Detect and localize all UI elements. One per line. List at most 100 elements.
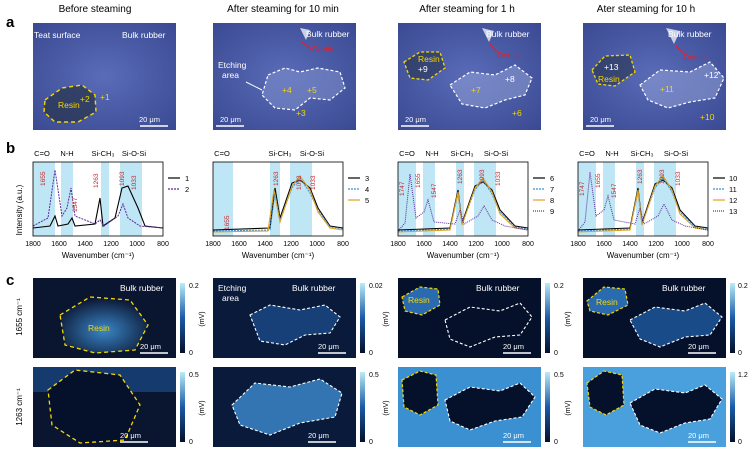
peak-1655: 1655 bbox=[224, 215, 231, 230]
band-nh: N-H bbox=[605, 149, 618, 158]
x-tick: 1200 bbox=[648, 241, 664, 248]
map-1655-col2: Bulk rubber Etching area 20 μm bbox=[213, 278, 356, 358]
bulk-rubber-label: Bulk rubber bbox=[486, 29, 530, 39]
x-tick: 1600 bbox=[231, 241, 247, 248]
legend-item: 10 bbox=[729, 174, 737, 183]
etching-label: Etching bbox=[218, 283, 247, 293]
band-co: C=O bbox=[34, 149, 50, 158]
legend-item: 1 bbox=[185, 174, 189, 183]
band-sich3: Si-CH₃ bbox=[91, 149, 114, 158]
marker-13: +13 bbox=[604, 62, 619, 72]
marker-8: +8 bbox=[505, 74, 515, 84]
x-tick: 800 bbox=[337, 241, 349, 248]
x-tick: 1200 bbox=[283, 241, 299, 248]
etching-boundary bbox=[639, 61, 725, 109]
colorbar-unit: (mV) bbox=[383, 311, 390, 326]
peak-1093: 1093 bbox=[296, 175, 303, 190]
x-tick: 1400 bbox=[622, 241, 638, 248]
row-label-1263: 1263 cm⁻¹ bbox=[15, 388, 24, 426]
x-tick: 800 bbox=[157, 241, 169, 248]
bulk-rubber-label: Bulk rubber bbox=[292, 283, 336, 293]
peak-1033: 1033 bbox=[675, 171, 682, 186]
colorbar-min: 0 bbox=[554, 350, 558, 357]
x-tick: 1800 bbox=[25, 241, 41, 248]
scale-label: 20 μm bbox=[120, 431, 141, 440]
colorbar-max: 0.2 bbox=[189, 283, 199, 290]
colorbar-1263-4: 1.20 bbox=[730, 372, 748, 446]
x-tick: 1000 bbox=[494, 241, 510, 248]
x-axis-label: Wavenumber (cm⁻¹) bbox=[427, 251, 500, 260]
peak-1093: 1093 bbox=[119, 171, 126, 186]
scale-label: 20 μm bbox=[503, 342, 524, 351]
map-1263-col4: 20 μm bbox=[583, 367, 726, 447]
scale-label: 20 μm bbox=[318, 342, 339, 351]
x-tick: 800 bbox=[522, 241, 534, 248]
colorbar-unit: (mV) bbox=[565, 400, 572, 415]
marker-12: +12 bbox=[704, 70, 719, 80]
legend-item: 3 bbox=[365, 174, 369, 183]
resin-label: Resin bbox=[596, 297, 618, 307]
band-nh: N-H bbox=[60, 149, 73, 158]
marker-1: +1 bbox=[100, 92, 110, 102]
peak-1747: 1747 bbox=[399, 181, 406, 196]
micrograph-10h: Bulk rubber Resin +13 Denis +11 +12 +10 … bbox=[583, 23, 726, 130]
legend-item: 5 bbox=[365, 196, 369, 205]
legend-item: 6 bbox=[550, 174, 554, 183]
band-siosi: Si-O-Si bbox=[122, 149, 147, 158]
marker-7: +7 bbox=[471, 85, 481, 95]
x-tick: 1600 bbox=[416, 241, 432, 248]
spectrum-chart-4: C=O N-H Si-CH₃ Si-O-Si 1747 1655 1547 12… bbox=[570, 149, 737, 260]
spectrum-chart-3: C=O N-H Si-CH₃ Si-O-Si 1747 1655 1547 12… bbox=[390, 149, 554, 260]
peak-1655: 1655 bbox=[415, 173, 422, 188]
area-label: area bbox=[222, 293, 239, 303]
map-1263-col2: 20 μm bbox=[213, 367, 356, 447]
peak-1033: 1033 bbox=[310, 175, 317, 190]
legend-item: 11 bbox=[729, 185, 737, 194]
peak-1547: 1547 bbox=[611, 183, 618, 198]
resin-boundary bbox=[43, 84, 97, 123]
band-sich3: Si-CH₃ bbox=[268, 149, 291, 158]
x-tick: 1200 bbox=[468, 241, 484, 248]
spectrum-chart-2: C=O Si-CH₃ Si-O-Si 1655 1263 1093 1033 1… bbox=[205, 149, 369, 260]
scale-label: 20 μm bbox=[688, 431, 709, 440]
resin-label: Resin bbox=[58, 100, 80, 110]
resin-label: Resin bbox=[408, 295, 430, 305]
colorbar-unit: (mV) bbox=[199, 311, 206, 326]
x-tick: 1800 bbox=[390, 241, 406, 248]
x-tick: 1000 bbox=[674, 241, 690, 248]
panel-b-spectra: Intensity (a.u.) C=O N-H Si-CH₃ Si-O-Si … bbox=[15, 149, 737, 260]
scale-label: 20 μm bbox=[503, 431, 524, 440]
resin-boundary bbox=[403, 51, 446, 81]
map-1655-col1: Bulk rubber Resin 20 μm bbox=[33, 278, 176, 358]
column-title-4: Ater steaming for 10 h bbox=[596, 4, 696, 15]
x-tick: 800 bbox=[702, 241, 714, 248]
band-sich3: Si-CH₃ bbox=[630, 149, 653, 158]
band-sich3: Si-CH₃ bbox=[450, 149, 473, 158]
legend-item: 12 bbox=[729, 196, 737, 205]
map-1655-col3: Bulk rubber Resin 20 μm bbox=[398, 278, 541, 358]
map-1263-col3: 20 μm bbox=[398, 367, 541, 447]
x-axis-label: Wavenumber (cm⁻¹) bbox=[607, 251, 680, 260]
colorbar-max: 1.2 bbox=[738, 372, 748, 379]
colorbar-min: 0 bbox=[189, 350, 193, 357]
etching-label: Etching bbox=[218, 60, 247, 70]
x-axis-label: Wavenumber (cm⁻¹) bbox=[242, 251, 315, 260]
resin-label: Resin bbox=[598, 74, 620, 84]
x-tick: 1600 bbox=[596, 241, 612, 248]
colorbar-1655-1: 0.2 0 (mV) bbox=[180, 283, 206, 357]
legend-item: 8 bbox=[550, 196, 554, 205]
scale-label: 20 μm bbox=[140, 342, 161, 351]
legend-item: 13 bbox=[729, 207, 737, 216]
scale-label: 20 μm bbox=[308, 431, 329, 440]
peak-1263: 1263 bbox=[273, 171, 280, 186]
colorbar-min: 0 bbox=[554, 439, 558, 446]
peak-1263: 1263 bbox=[637, 169, 644, 184]
colorbar-min: 0 bbox=[738, 439, 742, 446]
colorbar-1263-3: 0.5 0 (mV) bbox=[545, 372, 572, 446]
map-1263-col1: 20 μm bbox=[33, 367, 176, 447]
x-axis-label: Wavenumber (cm⁻¹) bbox=[62, 251, 135, 260]
band-co: C=O bbox=[214, 149, 230, 158]
colorbar-max: 0.5 bbox=[369, 372, 379, 379]
marker-3: +3 bbox=[296, 108, 306, 118]
panel-label-a: a bbox=[6, 14, 15, 31]
